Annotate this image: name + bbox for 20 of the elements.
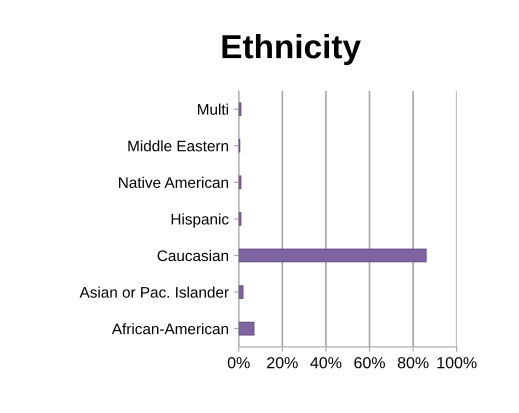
x-tick-label: 60% — [354, 357, 385, 368]
bar — [238, 285, 244, 299]
y-tick-label: Caucasian — [158, 250, 228, 262]
y-tick-label: Asian or Pac. Islander — [80, 286, 229, 298]
y-tick-label: Native American — [119, 176, 228, 188]
x-tick-label: 40% — [310, 357, 342, 368]
bar — [238, 212, 242, 226]
bar — [238, 175, 242, 190]
y-tick-label: Multi — [198, 104, 228, 115]
y-tick-label: African-American — [112, 323, 228, 334]
chart-title: Ethnicity — [222, 34, 361, 66]
bar — [238, 322, 254, 336]
x-tick-label: 0% — [228, 357, 250, 368]
x-tick-label: 100% — [438, 357, 477, 368]
x-tick-label: 20% — [267, 357, 298, 368]
bar — [238, 102, 242, 116]
y-tick-label: Middle Eastern — [128, 140, 228, 152]
y-tick-label: Hispanic — [172, 213, 229, 228]
x-tick-label: 80% — [398, 357, 429, 368]
bar — [238, 248, 427, 262]
